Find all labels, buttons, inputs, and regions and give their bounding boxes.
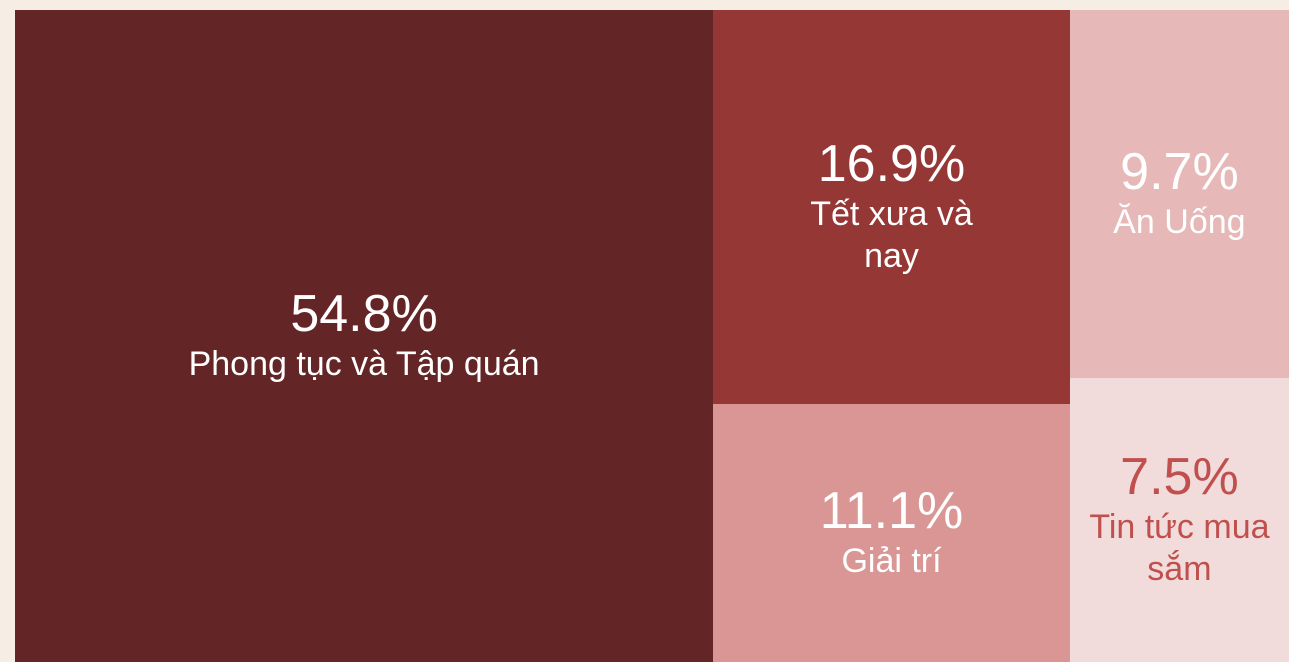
tile: 54.8% Phong tục và Tập quán — [15, 10, 714, 662]
value-label: 9.7% — [1120, 143, 1239, 201]
value-label: 11.1% — [819, 481, 964, 540]
category-label: Giải trí — [841, 542, 942, 581]
treemap: 54.8% Phong tục và Tập quán 16.9% Tết xưa v… — [15, 10, 1289, 662]
category-label: Ăn Uống — [1113, 203, 1246, 242]
category-label: Phong tục và Tập quán — [188, 345, 540, 384]
tile: 11.1% Giải trí — [713, 403, 1070, 662]
category-label: Tin tức mua sắm — [1089, 507, 1270, 589]
value-label: 7.5% — [1120, 447, 1239, 506]
tile: 9.7% Ăn Uống — [1069, 10, 1289, 378]
tile: 7.5% Tin tức mua sắm — [1069, 377, 1289, 662]
value-label: 16.9% — [817, 134, 966, 193]
category-label: Tết xưa và nay — [810, 194, 973, 276]
tile: 16.9% Tết xưa và nay — [713, 10, 1070, 404]
value-label: 54.8% — [290, 285, 438, 344]
